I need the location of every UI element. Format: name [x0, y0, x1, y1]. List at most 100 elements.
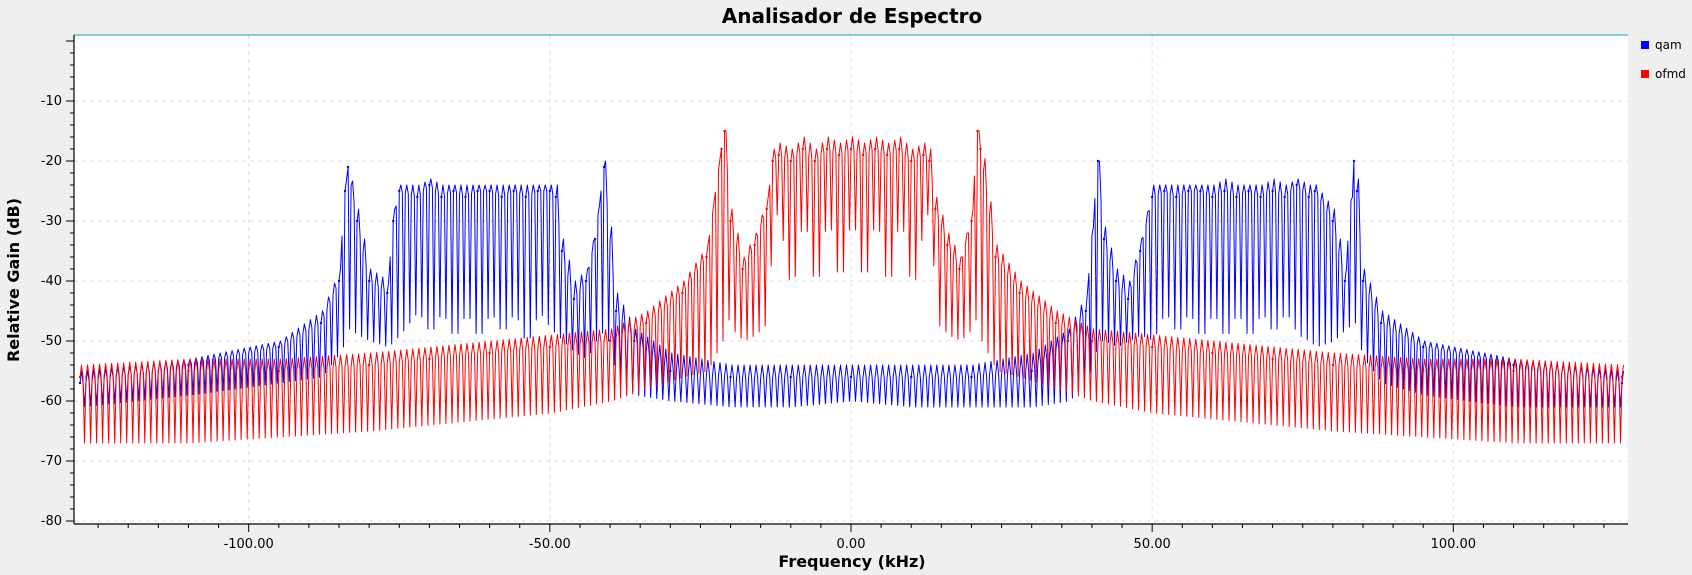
- series-ofmd-point: [608, 339, 612, 343]
- series-qam-point: [277, 345, 280, 349]
- series-qam-point: [602, 165, 606, 169]
- series-ofmd-point: [1512, 369, 1515, 373]
- series-ofmd-point: [910, 159, 913, 163]
- series-ofmd-point: [994, 255, 997, 259]
- series-ofmd-point: [789, 159, 792, 163]
- series-qam-point: [1084, 309, 1088, 313]
- series-ofmd-point: [428, 357, 431, 361]
- series-ofmd-point: [645, 321, 648, 325]
- legend-label-ofmd[interactable]: ofmd: [1655, 67, 1686, 81]
- series-ofmd-point: [849, 147, 853, 151]
- y-tick-label: -70: [41, 454, 62, 469]
- series-qam-point: [78, 381, 82, 385]
- y-tick-label: -10: [41, 94, 62, 109]
- series-qam-trace: [79, 160, 1624, 408]
- series-qam-point: [1187, 189, 1190, 193]
- series-qam-point: [440, 195, 443, 199]
- series-ofmd-point: [277, 369, 280, 373]
- series-ofmd-point: [1211, 351, 1214, 355]
- series-ofmd-point: [187, 369, 190, 373]
- series-qam-point: [910, 375, 913, 379]
- series-ofmd-point: [488, 351, 491, 355]
- series-ofmd-point: [771, 159, 774, 163]
- series-qam-point: [524, 195, 527, 199]
- series-ofmd-point: [741, 267, 744, 271]
- series-ofmd-point: [1054, 321, 1057, 325]
- series-ofmd-point: [1018, 291, 1021, 295]
- series-ofmd-point: [801, 147, 805, 151]
- series-qam-point: [1355, 189, 1359, 193]
- series-qam-point: [1295, 183, 1298, 187]
- series-qam-point: [849, 375, 853, 379]
- series-qam-point: [970, 375, 973, 379]
- series-qam-point: [1422, 345, 1425, 349]
- series-qam-point: [1211, 195, 1214, 199]
- series-ofmd-point: [1150, 345, 1154, 349]
- series-qam-point: [512, 189, 515, 193]
- series-ofmd-point: [1271, 357, 1274, 361]
- series-qam-point: [398, 189, 401, 193]
- y-tick-label: -30: [41, 214, 62, 229]
- series-ofmd-point: [922, 153, 925, 157]
- series-ofmd-point: [1331, 363, 1335, 367]
- x-tick-label: -100.00: [224, 537, 274, 552]
- series-ofmd-point: [813, 159, 817, 163]
- x-tick-label: 100.00: [1431, 537, 1477, 552]
- legend-label-qam[interactable]: qam: [1655, 38, 1682, 52]
- series-qam-point: [1114, 279, 1118, 283]
- axes: -10 -20 -30 -40 -50 -60 -70 -80 -100.00 -50.00 0.0…: [41, 35, 1628, 552]
- series-qam-point: [1150, 195, 1154, 199]
- series-qam-point: [669, 369, 672, 373]
- chart-title: Analisador de Espectro: [722, 4, 983, 28]
- y-axis-label: Relative Gain (dB): [4, 198, 23, 362]
- y-tick-label: -60: [41, 394, 62, 409]
- series-ofmd-point: [765, 207, 768, 211]
- series-qam-point: [1283, 195, 1286, 199]
- series-qam-point: [1102, 237, 1106, 241]
- legend-swatch-ofmd[interactable]: [1641, 70, 1649, 78]
- series-ofmd-point: [897, 147, 901, 151]
- series-qam-point: [1030, 369, 1033, 373]
- series-ofmd-point: [1422, 369, 1425, 373]
- series-ofmd-point: [720, 147, 723, 151]
- series-qam-point: [452, 189, 455, 193]
- series-ofmd-point: [753, 243, 756, 247]
- series-qam-point: [1247, 189, 1250, 193]
- x-tick-label: -50.00: [529, 537, 571, 552]
- series-ofmd-point: [976, 129, 979, 133]
- y-tick-label: -40: [41, 274, 62, 289]
- series-qam-point: [392, 219, 395, 223]
- series-qam-point: [346, 165, 350, 169]
- series-ofmd-point: [837, 153, 841, 157]
- series-qam-point: [1163, 189, 1166, 193]
- series-ofmd-trace: [79, 130, 1624, 444]
- series-qam-point: [1175, 195, 1178, 199]
- series-ofmd-point: [78, 375, 82, 379]
- series-qam-point: [584, 279, 588, 283]
- y-tick-label: -20: [41, 154, 62, 169]
- series-qam-point: [1199, 189, 1202, 193]
- series-ofmd-point: [1090, 339, 1094, 343]
- series-qam-point: [337, 279, 341, 283]
- legend-swatch-qam[interactable]: [1641, 41, 1649, 49]
- series-qam-point: [1307, 195, 1310, 199]
- series-qam-point: [476, 189, 479, 193]
- series-ofmd: [78, 129, 1624, 444]
- series-ofmd-point: [723, 129, 726, 133]
- x-tick-label: 50.00: [1134, 537, 1171, 552]
- series-ofmd-point: [958, 267, 961, 271]
- series-qam-point: [1223, 189, 1226, 193]
- series-qam-point: [1313, 189, 1316, 193]
- series-qam-point: [1343, 279, 1347, 283]
- series-ofmd-point: [367, 363, 371, 367]
- series-qam-point: [464, 195, 467, 199]
- series-ofmd-point: [777, 153, 780, 157]
- series-qam-point: [572, 297, 576, 301]
- series-qam-point: [488, 189, 491, 193]
- series-ofmd-point: [928, 159, 931, 163]
- series-qam-point: [1259, 195, 1262, 199]
- series-ofmd-point: [934, 207, 937, 211]
- series-ofmd-point: [705, 255, 708, 259]
